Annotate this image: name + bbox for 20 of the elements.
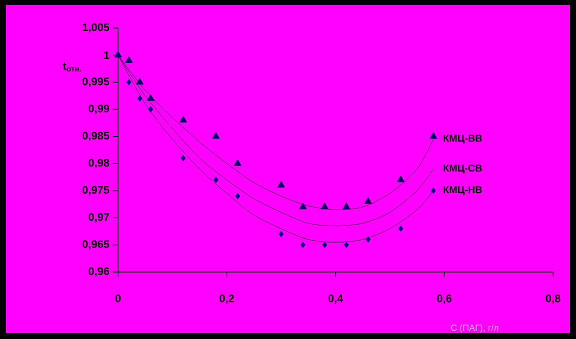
y-axis-title: t$_{отн.}$ [62, 62, 81, 72]
y-tick-label: 0,985 [82, 132, 110, 142]
y-tick-label: 1,005 [82, 23, 110, 33]
x-tick-label: 0,6 [437, 294, 452, 304]
x-tick-label: 0,8 [546, 294, 560, 304]
series-label: КМЦ-ВВ [444, 134, 482, 144]
y-tick-label: 0,965 [82, 240, 110, 250]
x-tick-label: 0,2 [220, 294, 234, 304]
y-tick-label: 1 [104, 51, 110, 59]
series-label: КМЦ-НВ [444, 186, 482, 196]
x-tick-label: 0,4 [328, 294, 344, 304]
y-tick-label: 0,995 [82, 78, 110, 87]
y-tick-label: 0,96 [88, 267, 110, 277]
y-tick-label: 0,97 [88, 213, 109, 222]
y-tick-label: 0,98 [88, 158, 110, 168]
y-tick-label: 0,99 [88, 104, 110, 114]
x-axis-title: С (ПАГ), г/л [451, 324, 498, 333]
x-tick-label: 0 [115, 294, 121, 302]
series-label: КМЦ-СВ [444, 164, 482, 174]
y-tick-label: 0,975 [82, 186, 110, 196]
